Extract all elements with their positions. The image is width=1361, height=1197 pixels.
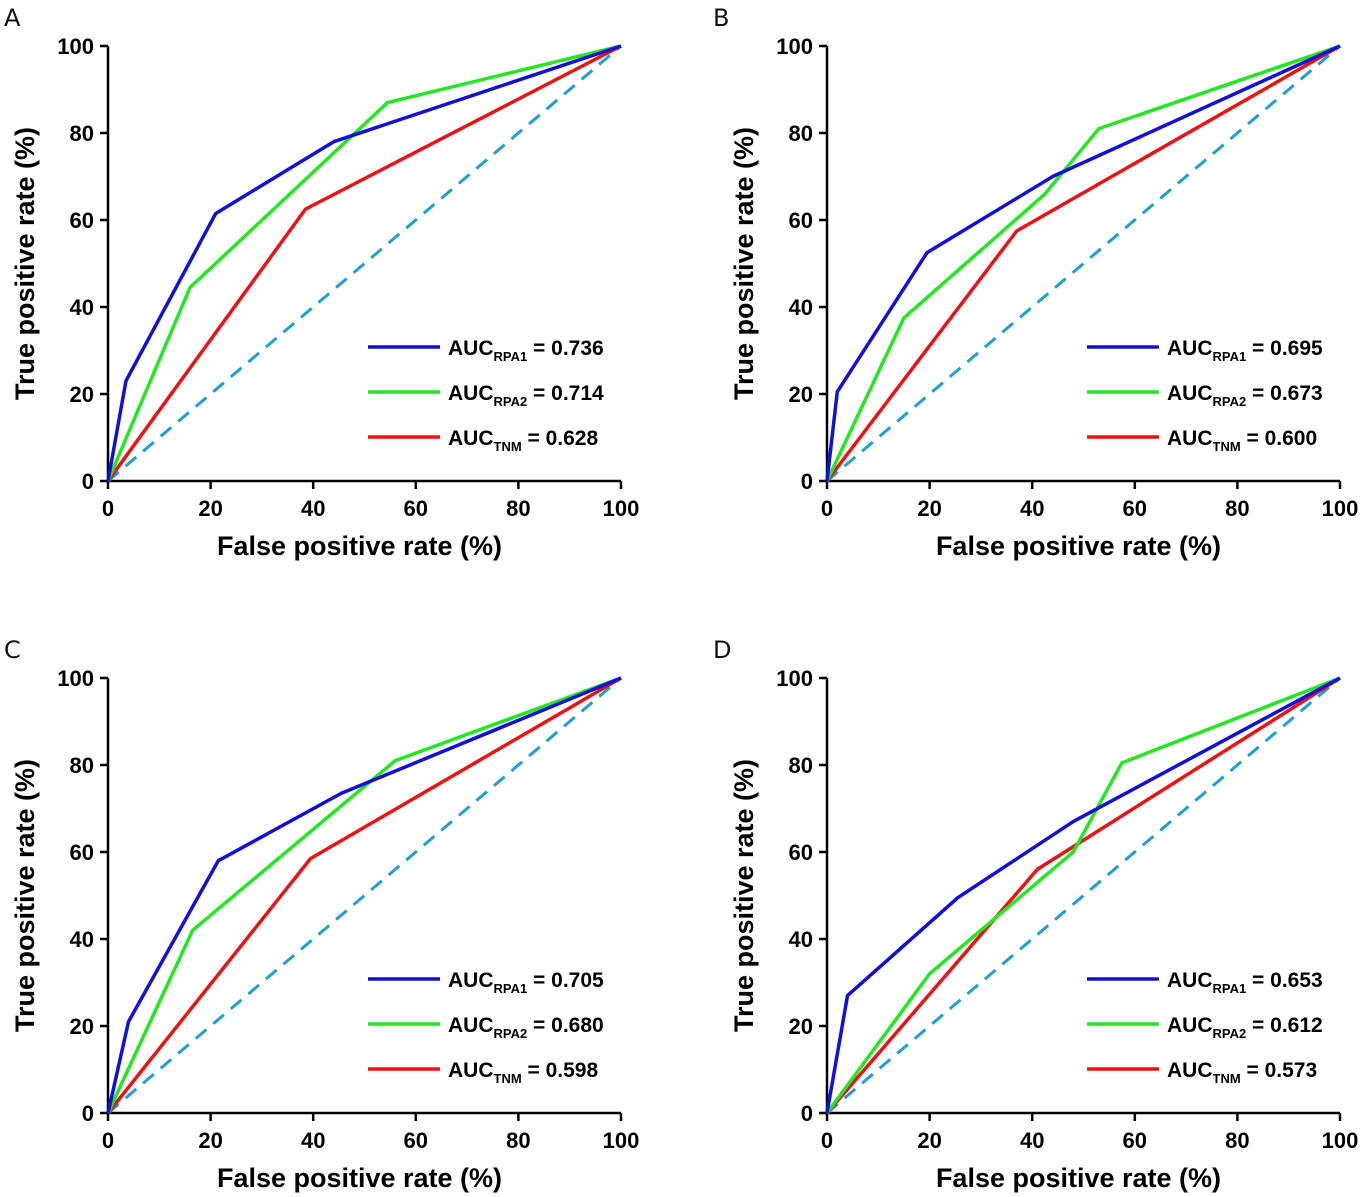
panel-d-y-tick-label: 60 <box>789 840 813 865</box>
panel-c-x-tick-label: 0 <box>102 1128 114 1153</box>
panel-a-y-tick-label: 80 <box>70 121 94 146</box>
panel-a-series-tnm-line <box>106 44 622 483</box>
panel-c-x-axis-title: False positive rate (%) <box>217 1163 502 1193</box>
panel-b-y-tick-label: 60 <box>789 208 813 233</box>
panel-c-series-rpa2-line <box>106 676 622 1114</box>
panel-b-y-tick-label: 20 <box>789 382 813 407</box>
panel-c-y-tick-label: 100 <box>57 666 94 691</box>
panel-c-x-tick-label: 40 <box>301 1128 325 1153</box>
panel-b-x-tick-label: 60 <box>1123 496 1147 521</box>
panel-d-series-rpa2-line <box>825 676 1341 1115</box>
panel-c-legend-label-tnm: AUCTNM = 0.598 <box>448 1059 598 1086</box>
panel-d-legend-label-tnm: AUCTNM = 0.573 <box>1167 1059 1317 1086</box>
panel-a-x-tick-label: 40 <box>301 496 325 521</box>
panel-c-y-tick-label: 20 <box>70 1014 94 1039</box>
panel-b-x-tick-label: 20 <box>917 496 941 521</box>
panel-b-series-rpa1-line <box>825 44 1341 482</box>
panel-a-series-rpa2-line <box>106 44 622 482</box>
panel-a-y-axis-title: True positive rate (%) <box>10 127 40 400</box>
panel-a-legend-label-rpa2: AUCRPA2 = 0.714 <box>448 382 604 409</box>
panel-b-legend-label-rpa1: AUCRPA1 = 0.695 <box>1167 337 1323 364</box>
panel-b-series-tnm-line <box>825 44 1341 483</box>
panel-b-y-axis-title: True positive rate (%) <box>729 127 759 400</box>
panel-a-y-tick-label: 20 <box>70 382 94 407</box>
panel-c-legend-label-rpa1: AUCRPA1 = 0.705 <box>448 969 604 996</box>
panel-a-x-tick-label: 0 <box>102 496 114 521</box>
panel-a-y-tick-label: 0 <box>82 469 94 494</box>
panel-a-y-tick-label: 60 <box>70 208 94 233</box>
panel-b-x-tick-label: 80 <box>1225 496 1249 521</box>
panel-a-reference-line <box>107 44 622 483</box>
panel-b-x-tick-label: 40 <box>1020 496 1044 521</box>
panel-c-legend-label-rpa2: AUCRPA2 = 0.680 <box>448 1014 604 1041</box>
panel-c-reference-line <box>107 676 622 1115</box>
panel-d: D 0 20 40 60 80 100 0 20 40 60 80 100 False positive … <box>713 636 1358 1193</box>
panel-d-x-tick-label: 40 <box>1020 1128 1044 1153</box>
panel-b-legend-label-tnm: AUCTNM = 0.600 <box>1167 427 1317 454</box>
panel-c-y-axis-title: True positive rate (%) <box>10 759 40 1032</box>
panel-b: B 0 20 40 60 80 100 0 20 40 60 80 100 False positive … <box>713 4 1358 561</box>
panel-a-x-tick-label: 100 <box>603 496 640 521</box>
panel-d-letter: D <box>713 636 731 664</box>
panel-c: C 0 20 40 60 80 100 0 20 40 60 80 100 False positive … <box>4 636 639 1193</box>
panel-c-y-tick-label: 0 <box>82 1101 94 1126</box>
panel-d-y-tick-label: 80 <box>789 753 813 778</box>
panel-b-legend-label-rpa2: AUCRPA2 = 0.673 <box>1167 382 1323 409</box>
panel-d-series-tnm-line <box>825 676 1341 1115</box>
panel-c-series-rpa1-line <box>106 676 622 1114</box>
panel-b-y-tick-label: 80 <box>789 121 813 146</box>
panel-c-x-tick-label: 20 <box>198 1128 222 1153</box>
panel-d-reference-line <box>826 676 1341 1115</box>
panel-b-y-tick-label: 40 <box>789 295 813 320</box>
panel-d-legend-label-rpa2: AUCRPA2 = 0.612 <box>1167 1014 1323 1041</box>
panel-d-x-tick-label: 0 <box>821 1128 833 1153</box>
panel-c-series-tnm-line <box>106 676 622 1115</box>
panel-d-y-axis-title: True positive rate (%) <box>729 759 759 1032</box>
panel-c-letter: C <box>4 636 21 664</box>
panel-c-y-tick-label: 60 <box>70 840 94 865</box>
panel-a-letter: A <box>4 4 21 32</box>
panel-b-reference-line <box>826 44 1341 483</box>
panel-d-x-tick-label: 60 <box>1123 1128 1147 1153</box>
panel-a-legend-label-rpa1: AUCRPA1 = 0.736 <box>448 337 604 364</box>
panel-b-x-tick-label: 0 <box>821 496 833 521</box>
panel-d-x-tick-label: 100 <box>1322 1128 1359 1153</box>
panel-a-x-tick-label: 80 <box>506 496 530 521</box>
panel-b-x-axis-title: False positive rate (%) <box>936 531 1221 561</box>
panel-c-x-tick-label: 60 <box>404 1128 428 1153</box>
panel-d-y-tick-label: 20 <box>789 1014 813 1039</box>
panel-b-y-tick-label: 0 <box>801 469 813 494</box>
panel-a-y-tick-label: 100 <box>57 34 94 59</box>
panel-d-y-tick-label: 100 <box>776 666 813 691</box>
panel-a-y-tick-label: 40 <box>70 295 94 320</box>
panel-b-series-rpa2-line <box>825 44 1341 482</box>
panel-b-y-tick-label: 100 <box>776 34 813 59</box>
panel-d-x-tick-label: 80 <box>1225 1128 1249 1153</box>
panel-c-x-tick-label: 80 <box>506 1128 530 1153</box>
panel-c-y-tick-label: 80 <box>70 753 94 778</box>
panel-a-series-rpa1-line <box>106 44 622 482</box>
panel-d-series-rpa1-line <box>825 676 1341 1114</box>
panel-c-y-tick-label: 40 <box>70 927 94 952</box>
panel-c-x-tick-label: 100 <box>603 1128 640 1153</box>
panel-a-x-axis-title: False positive rate (%) <box>217 531 502 561</box>
panel-a: A 0 20 40 60 80 100 0 20 40 60 80 100 False positive … <box>4 4 639 561</box>
panel-d-x-axis-title: False positive rate (%) <box>936 1163 1221 1193</box>
panel-d-legend-label-rpa1: AUCRPA1 = 0.653 <box>1167 969 1323 996</box>
panel-a-x-tick-label: 60 <box>404 496 428 521</box>
panel-d-y-tick-label: 0 <box>801 1101 813 1126</box>
panel-a-legend-label-tnm: AUCTNM = 0.628 <box>448 427 598 454</box>
panel-a-x-tick-label: 20 <box>198 496 222 521</box>
panel-b-letter: B <box>713 4 729 32</box>
panel-b-x-tick-label: 100 <box>1322 496 1359 521</box>
panel-d-x-tick-label: 20 <box>917 1128 941 1153</box>
panel-d-y-tick-label: 40 <box>789 927 813 952</box>
